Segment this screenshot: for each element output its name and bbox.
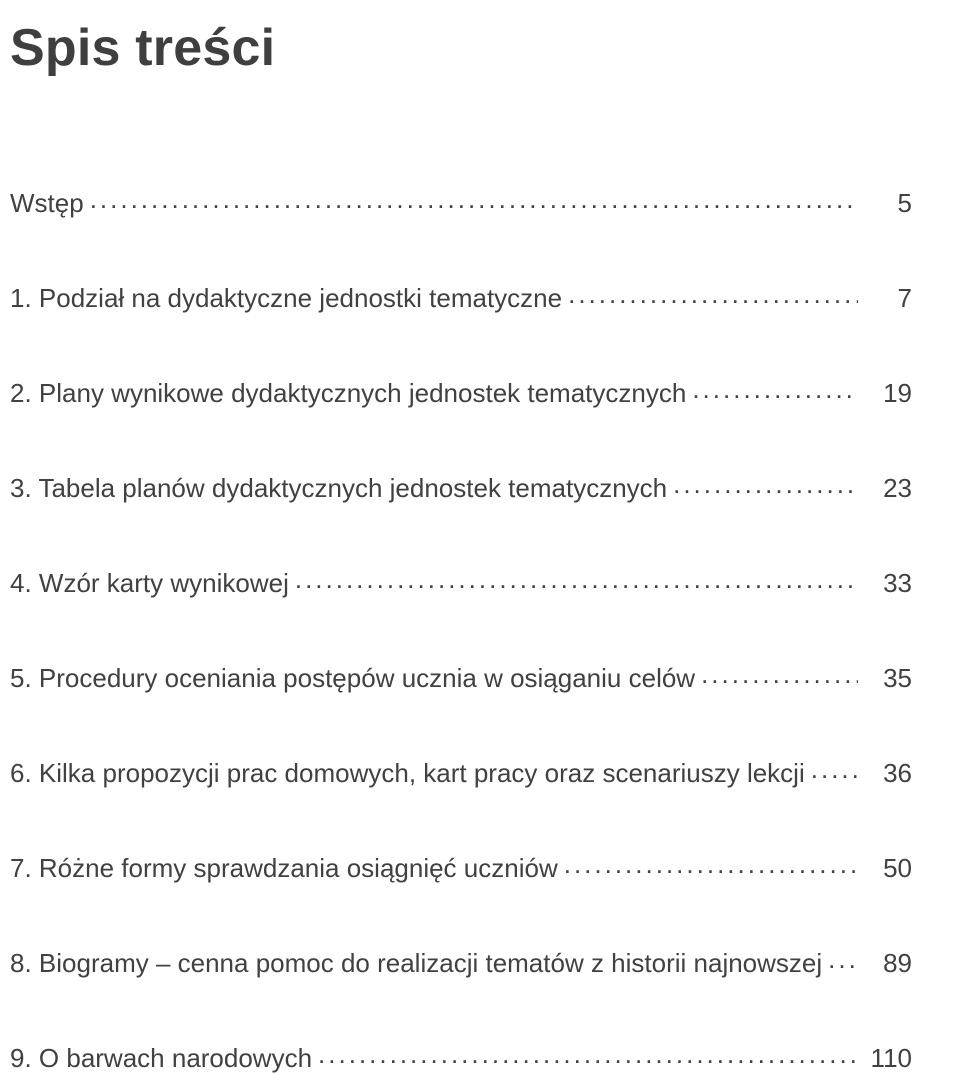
toc-entry-label: 2. Plany wynikowe dydaktycznych jednoste… [10,378,686,409]
document-page: Spis treści Wstęp 5 1. Podział na dydakt… [0,0,960,1045]
toc-entry: 6. Kilka propozycji prac domowych, kart … [10,756,912,789]
toc-entry: 5. Procedury oceniania postępów ucznia w… [10,661,912,694]
toc-entry: 2. Plany wynikowe dydaktycznych jednoste… [10,376,912,409]
toc-entry-page: 35 [864,663,912,694]
toc-entry: 7. Różne formy sprawdzania osiągnięć ucz… [10,851,912,884]
toc-entry-label: 1. Podział na dydaktyczne jednostki tema… [10,283,562,314]
toc-leader-dots [568,281,858,307]
toc-entry: 8. Biogramy – cenna pomoc do realizacji … [10,946,912,979]
page-title: Spis treści [10,18,912,78]
toc-entry: Wstęp 5 [10,186,912,219]
toc-entry-page: 19 [864,378,912,409]
toc-entry: 1. Podział na dydaktyczne jednostki tema… [10,281,912,314]
toc-entry-label: 8. Biogramy – cenna pomoc do realizacji … [10,948,822,979]
toc-entry: 3. Tabela planów dydaktycznych jednostek… [10,471,912,504]
toc-entry-label: 6. Kilka propozycji prac domowych, kart … [10,758,805,789]
toc-entry-page: 5 [864,188,912,219]
toc-entry: 9. O barwach narodowych 110 [10,1041,912,1074]
toc-leader-dots [90,186,858,212]
toc-leader-dots [692,376,858,402]
table-of-contents: Wstęp 5 1. Podział na dydaktyczne jednos… [10,186,912,1074]
toc-leader-dots [811,756,858,782]
toc-leader-dots [295,566,858,592]
toc-leader-dots [701,661,858,687]
toc-entry: 4. Wzór karty wynikowej 33 [10,566,912,599]
toc-entry-page: 110 [864,1043,912,1074]
toc-leader-dots [564,851,858,877]
toc-entry-label: 5. Procedury oceniania postępów ucznia w… [10,663,695,694]
toc-entry-label: 4. Wzór karty wynikowej [10,568,289,599]
toc-entry-page: 36 [864,758,912,789]
toc-entry-page: 23 [864,473,912,504]
toc-entry-page: 7 [864,283,912,314]
toc-entry-label: 3. Tabela planów dydaktycznych jednostek… [10,473,667,504]
toc-entry-label: Wstęp [10,188,84,219]
toc-entry-label: 7. Różne formy sprawdzania osiągnięć ucz… [10,853,558,884]
toc-leader-dots [828,946,858,972]
toc-entry-page: 89 [864,948,912,979]
toc-entry-label: 9. O barwach narodowych [10,1043,312,1074]
toc-entry-page: 50 [864,853,912,884]
toc-leader-dots [673,471,858,497]
toc-entry-page: 33 [864,568,912,599]
